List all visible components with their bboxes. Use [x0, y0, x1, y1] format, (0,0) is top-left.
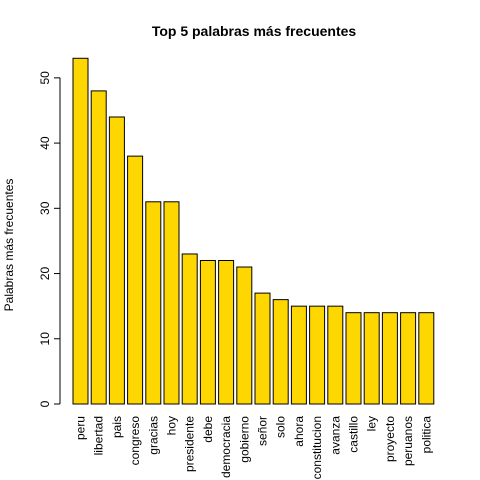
- bar-libertad: [90, 90, 107, 405]
- x-tick-label: solo: [274, 416, 288, 438]
- bar-ley: [363, 312, 380, 405]
- bar-proyecto: [381, 312, 398, 405]
- bar-señor: [254, 292, 271, 405]
- bar-presidente: [181, 253, 198, 405]
- x-tick-label: congreso: [128, 416, 142, 466]
- y-axis: 0 10 20 30 40 50: [38, 71, 61, 407]
- y-tick-label: 40: [38, 136, 52, 150]
- x-tick-label: gracias: [146, 416, 160, 455]
- bar-castillo: [345, 312, 362, 405]
- bar-avanza: [327, 305, 344, 405]
- x-tick-label: pais: [110, 416, 124, 438]
- x-tick-label: castillo: [347, 416, 361, 453]
- bar-politica: [418, 312, 435, 405]
- bar-solo: [272, 299, 289, 405]
- x-tick-label: señor: [256, 416, 270, 446]
- x-tick-label: democracia: [219, 416, 233, 478]
- x-tick-label: debe: [201, 416, 215, 443]
- x-tick-label: libertad: [92, 416, 106, 455]
- x-axis-labels: peru libertad pais congreso gracias hoy presid…: [74, 416, 434, 480]
- x-tick-label: constitucion: [310, 416, 324, 479]
- bar-gobierno: [236, 266, 253, 405]
- x-tick-label: peruanos: [401, 416, 415, 466]
- x-tick-label: politica: [419, 416, 433, 454]
- bar-pais: [108, 116, 125, 405]
- bars-group: [72, 57, 435, 405]
- bar-constitucion: [309, 305, 326, 405]
- bar-ahora: [290, 305, 307, 405]
- chart-title: Top 5 palabras más frecuentes: [152, 23, 357, 39]
- bar-democracia: [218, 260, 235, 405]
- x-tick-label: ley: [365, 416, 379, 431]
- x-tick-label: peru: [74, 416, 88, 440]
- y-tick-label: 10: [38, 332, 52, 346]
- x-tick-label: proyecto: [383, 416, 397, 462]
- x-tick-label: presidente: [183, 416, 197, 472]
- y-tick-label: 50: [38, 71, 52, 85]
- bar-debe: [199, 260, 216, 405]
- bar-peruanos: [400, 312, 417, 405]
- x-tick-label: avanza: [328, 416, 342, 455]
- bar-gracias: [145, 201, 162, 405]
- y-tick-label: 0: [38, 400, 52, 407]
- x-tick-label: ahora: [292, 416, 306, 447]
- x-tick-label: hoy: [165, 416, 179, 435]
- x-tick-label: gobierno: [237, 416, 251, 463]
- bar-hoy: [163, 201, 180, 405]
- y-tick-label: 30: [38, 201, 52, 215]
- bar-peru: [72, 57, 89, 405]
- bar-congreso: [127, 155, 144, 405]
- y-tick-label: 20: [38, 267, 52, 281]
- y-axis-label: Palabras más frecuentes: [2, 179, 16, 312]
